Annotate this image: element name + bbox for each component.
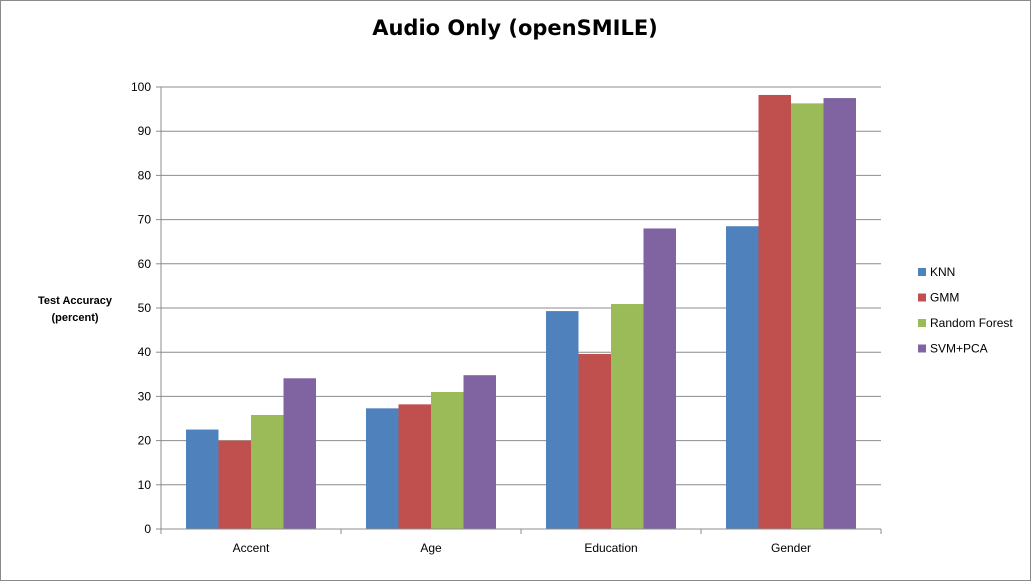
x-category-label: Age	[420, 541, 442, 555]
bar-gmm-accent	[218, 440, 251, 529]
bar-knn-age	[366, 408, 399, 529]
y-tick-label: 40	[138, 345, 152, 359]
y-tick-label: 20	[138, 434, 152, 448]
bar-svm-pca-gender	[823, 98, 856, 530]
legend-swatch	[918, 268, 926, 276]
legend-swatch	[918, 319, 926, 327]
legend-label: SVM+PCA	[930, 342, 988, 356]
y-tick-label: 10	[138, 478, 152, 492]
legend: KNN GMM Random Forest SVM+PCA	[918, 265, 1013, 356]
y-tick-label: 60	[138, 257, 152, 271]
y-tick-label: 0	[144, 522, 151, 536]
bar-knn-accent	[186, 429, 219, 529]
bar-svm-pca-age	[463, 375, 496, 529]
chart-title: Audio Only (openSMILE)	[372, 16, 658, 40]
legend-swatch	[918, 293, 926, 302]
axes: 0 10 20 30 40 50 60 70 80 90 100 Accent Age Education…	[131, 80, 882, 555]
y-axis-label-line-2: (percent)	[51, 312, 98, 324]
legend-label: GMM	[930, 291, 959, 305]
legend-label: KNN	[930, 265, 955, 279]
bar-random-forest-gender	[791, 103, 824, 529]
bar-random-forest-age	[431, 391, 464, 529]
y-tick-label: 30	[138, 389, 152, 403]
bar-knn-gender	[726, 226, 759, 530]
y-tick-label: 80	[138, 168, 152, 182]
bar-gmm-education	[578, 353, 611, 529]
legend-label: Random Forest	[930, 316, 1013, 330]
x-category-label: Gender	[771, 541, 811, 555]
legend-swatch	[918, 344, 926, 353]
y-tick-label: 100	[131, 80, 151, 94]
y-axis-label-line-1: Test Accuracy	[38, 295, 113, 307]
bar-random-forest-accent	[251, 414, 284, 529]
y-tick-label: 70	[138, 213, 152, 227]
bar-knn-education	[546, 311, 579, 529]
bar-svm-pca-accent	[283, 378, 316, 529]
x-category-label: Education	[584, 541, 637, 555]
bars	[186, 94, 856, 530]
y-tick-label: 50	[138, 301, 152, 315]
x-category-label: Accent	[233, 541, 270, 555]
bar-gmm-gender	[758, 94, 791, 530]
bar-gmm-age	[398, 404, 431, 529]
bar-random-forest-education	[611, 304, 644, 529]
y-tick-label: 90	[138, 124, 152, 138]
bar-svm-pca-education	[643, 228, 676, 529]
